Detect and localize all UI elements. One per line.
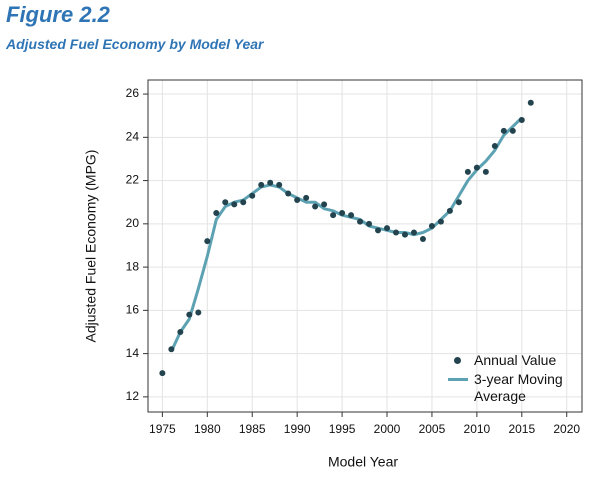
data-point xyxy=(177,328,184,335)
legend-label: 3-year Moving Average xyxy=(474,371,563,404)
data-point xyxy=(213,210,220,217)
legend-symbol xyxy=(448,371,474,388)
data-point xyxy=(294,197,301,204)
data-point xyxy=(321,201,328,208)
data-point xyxy=(312,203,319,210)
data-point xyxy=(330,212,337,219)
x-tick-label: 1990 xyxy=(284,422,311,436)
data-point xyxy=(384,225,391,232)
data-point xyxy=(446,207,453,214)
y-tick-label: 14 xyxy=(126,346,140,360)
data-point xyxy=(348,212,355,219)
data-point xyxy=(455,199,462,206)
x-tick-label: 1980 xyxy=(194,422,221,436)
x-tick-label: 2000 xyxy=(374,422,401,436)
data-point xyxy=(231,201,238,208)
data-point xyxy=(375,227,382,234)
data-point xyxy=(401,231,408,238)
data-point xyxy=(509,127,516,134)
y-tick-label: 22 xyxy=(126,173,140,187)
data-point xyxy=(285,190,292,197)
x-tick-label: 2005 xyxy=(419,422,446,436)
y-tick-label: 26 xyxy=(126,86,140,100)
x-tick-label: 2020 xyxy=(553,422,580,436)
data-point xyxy=(527,99,534,106)
legend: Annual Value 3-year Moving Average xyxy=(448,352,582,407)
data-point xyxy=(464,168,471,175)
legend-item: 3-year Moving Average xyxy=(448,371,582,405)
data-point xyxy=(222,199,229,206)
data-point xyxy=(437,218,444,225)
data-point xyxy=(186,311,193,318)
data-point xyxy=(518,117,525,124)
x-tick-label: 1975 xyxy=(149,422,176,436)
legend-label: Annual Value xyxy=(474,352,557,368)
legend-item: Annual Value xyxy=(448,352,582,369)
moving-average-line xyxy=(170,116,523,353)
data-point xyxy=(204,238,211,245)
y-tick-label: 12 xyxy=(126,389,140,403)
y-tick-label: 20 xyxy=(126,216,140,230)
data-point xyxy=(410,229,417,236)
x-tick-label: 1995 xyxy=(329,422,356,436)
x-tick-label: 2015 xyxy=(508,422,535,436)
data-point xyxy=(357,218,364,225)
data-point xyxy=(168,346,175,353)
chart-subtitle: Adjusted Fuel Economy by Model Year xyxy=(6,36,264,52)
data-point xyxy=(303,194,310,201)
data-point xyxy=(240,199,247,206)
data-point xyxy=(258,181,265,188)
data-point xyxy=(159,370,166,377)
data-point xyxy=(339,210,346,217)
data-point xyxy=(473,164,480,171)
data-point xyxy=(428,222,435,229)
data-point xyxy=(267,179,274,186)
legend-symbol xyxy=(448,352,474,369)
x-tick-label: 2010 xyxy=(464,422,491,436)
y-axis-label: Adjusted Fuel Economy (MPG) xyxy=(83,150,99,343)
data-point xyxy=(249,192,256,199)
chart-title: Figure 2.2 xyxy=(6,2,110,27)
data-point xyxy=(276,181,283,188)
data-point xyxy=(419,235,426,242)
y-tick-label: 24 xyxy=(126,129,140,143)
data-point xyxy=(482,168,489,175)
x-tick-label: 1985 xyxy=(239,422,266,436)
y-tick-label: 18 xyxy=(126,259,140,273)
x-axis-label: Model Year xyxy=(328,454,398,470)
data-point xyxy=(500,127,507,134)
plot-frame xyxy=(147,79,583,413)
data-point xyxy=(366,220,373,227)
data-point xyxy=(393,229,399,236)
data-point xyxy=(195,309,202,316)
data-point xyxy=(491,142,498,149)
y-tick-label: 16 xyxy=(126,303,140,317)
